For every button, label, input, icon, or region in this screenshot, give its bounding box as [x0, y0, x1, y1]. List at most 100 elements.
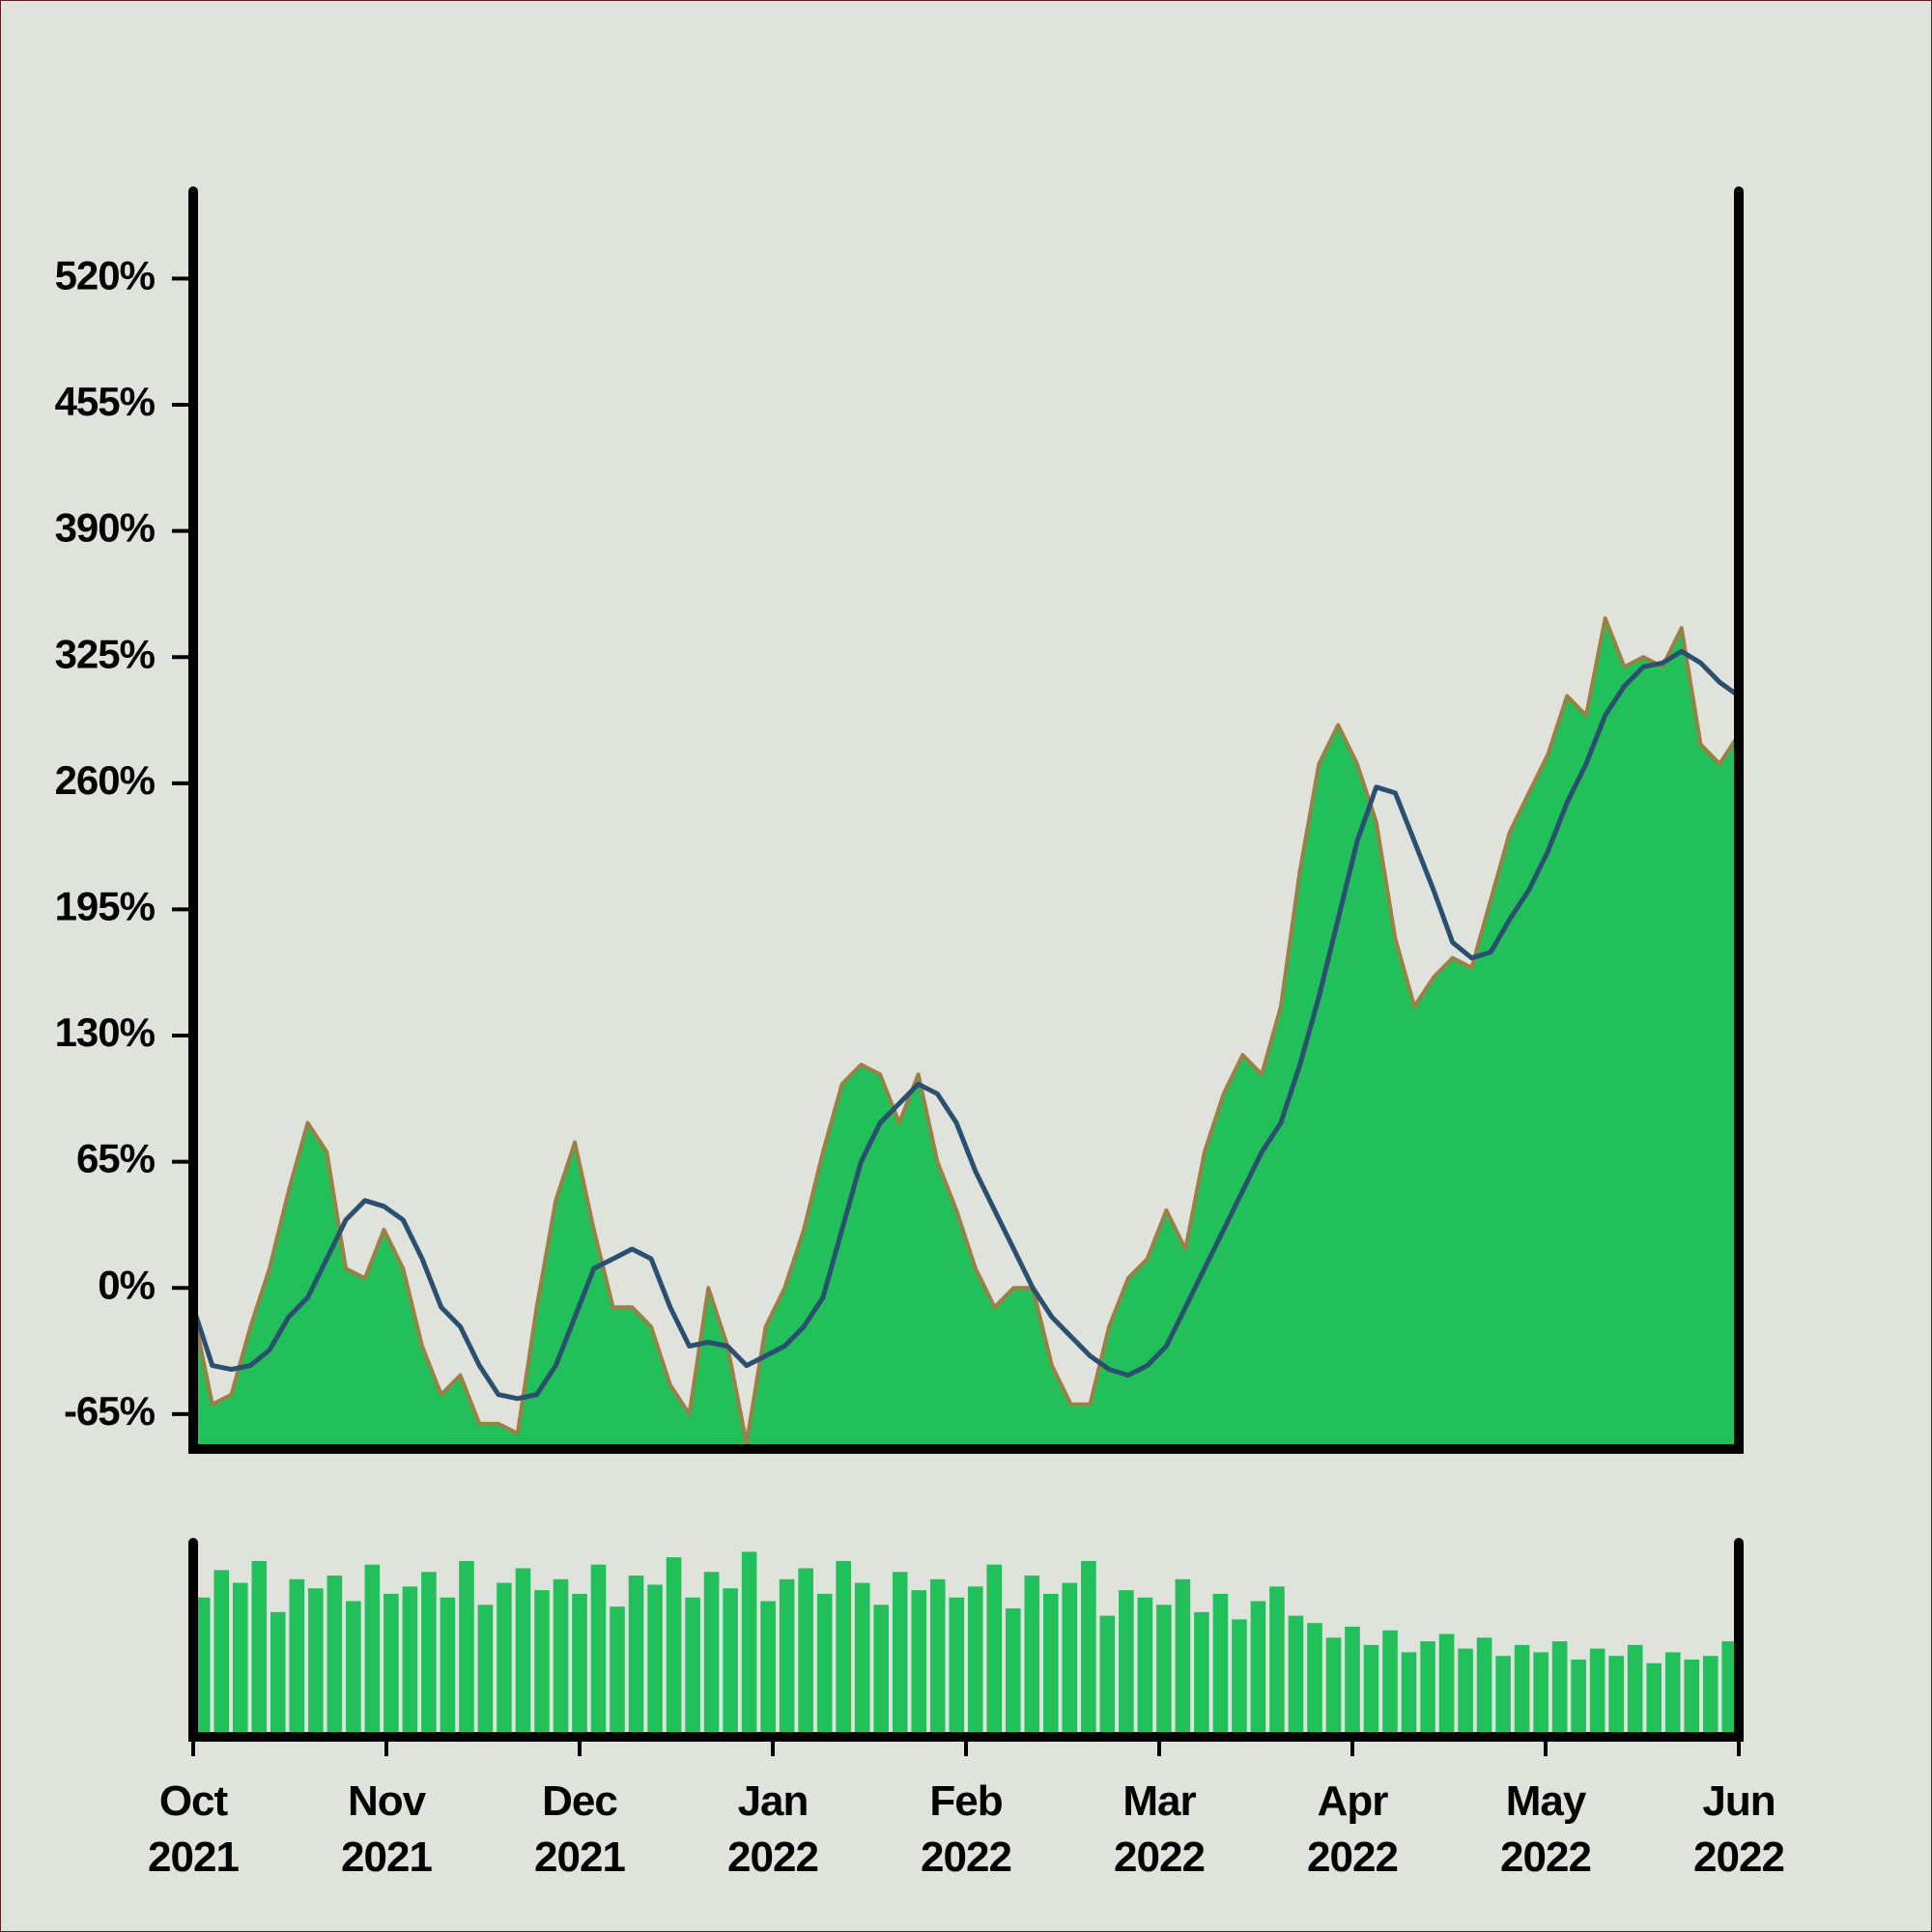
y-tick-label: 455% [55, 379, 156, 424]
area [193, 618, 1739, 1449]
volume-frame [188, 1538, 1744, 1742]
volume-bar [779, 1578, 795, 1737]
volume-bar [515, 1568, 531, 1737]
x-tick-label: Nov 2021 [341, 1777, 432, 1881]
x-tick-label: Jan 2022 [727, 1777, 818, 1881]
volume-bar [251, 1560, 268, 1737]
volume-bar [1551, 1641, 1568, 1737]
volume-bar [1024, 1576, 1040, 1737]
volume-bar [1212, 1593, 1229, 1737]
volume-bar [402, 1586, 418, 1737]
y-tick-label: 260% [55, 757, 156, 803]
x-tick-label-line: Oct [159, 1777, 229, 1825]
volume-bar [364, 1564, 381, 1737]
volume-bar [1307, 1623, 1322, 1737]
volume-bar [1627, 1644, 1643, 1737]
volume-bar [1194, 1611, 1209, 1737]
x-tick-label: May 2022 [1500, 1777, 1591, 1881]
volume-bar [1232, 1619, 1247, 1737]
volume-bar [929, 1578, 946, 1737]
volume-bar [384, 1593, 399, 1737]
volume-bar [949, 1597, 965, 1737]
volume-bar [1363, 1644, 1379, 1737]
volume-bar [1062, 1582, 1078, 1737]
x-tick-label-line: Apr [1318, 1777, 1389, 1825]
x-tick-label-line: Mar [1122, 1777, 1196, 1825]
volume-bar [760, 1601, 776, 1737]
volume-bar [1721, 1641, 1738, 1737]
x-tick-label: Oct 2021 [148, 1777, 239, 1881]
x-tick-label-line: 2021 [534, 1833, 625, 1881]
x-tick-label-line: Feb [929, 1777, 1002, 1825]
volume-bar [911, 1590, 927, 1737]
volume-bar [1438, 1634, 1455, 1737]
x-tick-label: Jun 2022 [1693, 1777, 1784, 1881]
volume-bar [1382, 1630, 1398, 1737]
line [190, 648, 1742, 1402]
y-tick-label: 130% [55, 1009, 156, 1055]
volume-bar [1119, 1590, 1134, 1737]
x-tick-label: Feb 2022 [921, 1777, 1011, 1881]
volume-bar [534, 1590, 550, 1737]
volume-bar [741, 1551, 757, 1737]
volume-bar [1288, 1615, 1304, 1737]
y-tick-label: 0% [98, 1262, 155, 1307]
volume-bar [346, 1601, 361, 1737]
y-tick-label: 390% [55, 505, 156, 551]
volume-bar [1571, 1659, 1586, 1737]
volume-bar [798, 1568, 813, 1737]
volume-bar [610, 1606, 625, 1737]
volume-bar [1175, 1578, 1191, 1737]
volume-bar [1345, 1626, 1360, 1737]
volume-bar [723, 1588, 738, 1737]
volume-bar [553, 1578, 569, 1737]
y-tick-label: -65% [64, 1388, 156, 1434]
volume-bar [816, 1593, 833, 1737]
x-tick-label-line: 2022 [1693, 1833, 1784, 1881]
volume-bar [1646, 1662, 1662, 1737]
volume-bar [1684, 1659, 1700, 1737]
volume-bar [1005, 1608, 1021, 1737]
x-tick-label-line: 2021 [148, 1833, 239, 1881]
volume-bar [1664, 1652, 1681, 1737]
volume-bar [1250, 1601, 1266, 1737]
axis-frame [188, 186, 1744, 1454]
y-tick-label: 65% [76, 1136, 156, 1181]
x-tick-label-line: 2022 [921, 1833, 1011, 1881]
volume-bar [1476, 1637, 1492, 1737]
x-tick-label-line: 2022 [727, 1833, 818, 1881]
volume-bar [1589, 1648, 1605, 1737]
volume-bar [1608, 1656, 1624, 1737]
volume-bar [1702, 1656, 1719, 1737]
volume-bar [213, 1570, 230, 1737]
volume-bar [194, 1597, 211, 1737]
x-tick-label: Apr 2022 [1307, 1777, 1398, 1881]
volume-bar [1156, 1605, 1172, 1737]
volume-bar [1514, 1644, 1530, 1737]
x-tick-label-line: Dec [542, 1777, 617, 1825]
volume-bar [1269, 1586, 1285, 1737]
volume-bar [1081, 1560, 1096, 1737]
volume-bar [836, 1560, 851, 1737]
volume-bar [1043, 1593, 1059, 1737]
volume-bar [497, 1582, 512, 1737]
volume-bar [628, 1576, 644, 1737]
volume-bar [572, 1593, 587, 1737]
volume-bar [1458, 1648, 1473, 1737]
volume-bar [685, 1597, 700, 1737]
volume-bar [967, 1586, 983, 1737]
x-tick-label-line: 2022 [1500, 1833, 1591, 1881]
volume-bar [289, 1578, 305, 1737]
volume-bar [440, 1597, 456, 1737]
volume-bar [892, 1572, 908, 1737]
volume-bar [459, 1560, 474, 1737]
volume-bar [647, 1584, 663, 1737]
volume-bar [270, 1611, 286, 1737]
x-tick-label-line: 2022 [1114, 1833, 1205, 1881]
x-tick-label-line: Jan [738, 1777, 809, 1825]
volume-bar [873, 1605, 889, 1737]
y-tick-label: 325% [55, 631, 156, 676]
volume-bar [1099, 1615, 1116, 1737]
volume-bar [308, 1588, 324, 1737]
